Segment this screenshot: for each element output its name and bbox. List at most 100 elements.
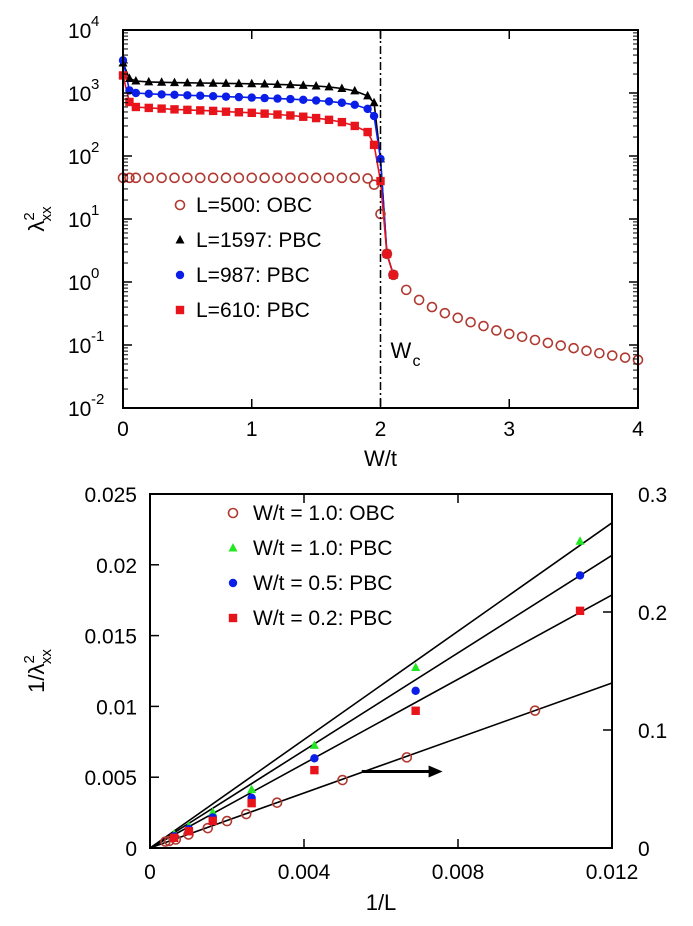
top-x-axis-label: W/t [364, 446, 397, 471]
bottom-x-tick-label: 0.008 [432, 861, 485, 884]
top-point-series-2 [131, 88, 141, 98]
bottom-point-series-3 [184, 827, 194, 836]
top-point-series-0 [182, 172, 193, 184]
top-point-series-2 [196, 91, 205, 100]
bottom-point-series-1 [411, 662, 421, 671]
top-point-series-1 [208, 78, 218, 87]
top-point-series-0 [619, 352, 631, 363]
top-x-tick-label: 4 [632, 418, 644, 441]
top-point-series-1 [324, 81, 334, 91]
top-point-series-3 [208, 106, 218, 116]
bottom-point-series-1 [575, 536, 585, 545]
top-point-series-1 [170, 77, 179, 87]
bottom-point-series-0 [337, 774, 348, 786]
top-point-series-0 [594, 347, 605, 359]
top-point-series-1 [221, 78, 231, 87]
top-y-tick-base: 10 [68, 83, 91, 106]
top-point-series-1 [285, 79, 295, 89]
critical-label-main: W [391, 338, 412, 363]
top-point-series-3 [337, 117, 347, 127]
right-axis-arrow [361, 765, 443, 778]
critical-label-sub: c [413, 353, 421, 370]
top-point-series-0 [362, 173, 373, 184]
top-point-series-0 [310, 172, 322, 184]
top-point-series-0 [220, 172, 232, 184]
top-point-series-0 [542, 337, 554, 349]
top-legend-swatch-3 [175, 305, 185, 315]
bottom-x-tick-label: 0 [144, 861, 156, 884]
bottom-y-tick-label: 0.01 [96, 696, 137, 719]
top-point-series-0 [143, 172, 155, 184]
top-y-tick-exponent: 4 [91, 13, 99, 30]
top-y-axis-label-text: λ2xx [21, 206, 55, 232]
bottom-point-series-1 [309, 740, 319, 749]
bottom-point-series-3 [411, 706, 420, 715]
top-point-series-0 [130, 172, 142, 184]
critical-label: W c [391, 338, 421, 370]
bottom-point-series-0 [529, 705, 541, 716]
bottom-legend-label-3: W/t = 0.2: PBC [253, 607, 392, 630]
top-point-series-0 [516, 331, 528, 343]
top-x-tick-label: 0 [117, 418, 129, 441]
bottom-point-series-0 [240, 808, 252, 820]
top-point-series-0 [259, 172, 270, 184]
top-y-tick-exponent: -1 [91, 328, 104, 345]
y-label-sub: xx [38, 206, 55, 222]
arrow-head [428, 765, 443, 778]
bottom-ticks: 0 0.004 0.008 0.01200.0050.010.0150.020.025… [84, 484, 667, 884]
bottom-data-marks [160, 536, 585, 847]
bottom-point-series-3 [247, 798, 256, 808]
top-point-series-3 [221, 107, 231, 116]
top-point-series-0 [194, 172, 206, 184]
top-point-series-0 [124, 172, 135, 184]
bottom-x-tick-label: 0.012 [586, 861, 639, 884]
bottom-fit-line-1 [149, 522, 613, 849]
top-y-tick-base: 10 [68, 209, 91, 232]
bottom-point-series-0 [221, 815, 233, 827]
top-y-tick-base: 10 [68, 146, 91, 169]
y-label-sub: xx [38, 649, 55, 665]
top-point-series-0 [606, 350, 618, 361]
top-point-series-3 [350, 121, 359, 131]
top-point-series-0 [272, 172, 283, 184]
bottom-fit-line-2 [149, 554, 613, 849]
top-y-tick-exponent: 3 [91, 76, 99, 93]
top-x-tick-label: 1 [246, 418, 258, 441]
top-y-tick-base: 10 [68, 272, 91, 295]
top-point-series-3 [125, 97, 134, 107]
bottom-x-axis-label: 1/L [366, 890, 397, 915]
bottom-point-series-3 [208, 816, 217, 826]
top-point-series-1 [273, 79, 282, 88]
top-legend-swatch-1 [175, 235, 185, 244]
top-y-tick-exponent: 1 [91, 202, 99, 219]
top-point-series-3 [286, 111, 295, 120]
top-x-tick-label: 3 [503, 418, 515, 441]
bottom-legend-label-2: W/t = 0.5: PBC [253, 572, 392, 595]
top-point-series-3 [260, 109, 269, 118]
top-point-series-1 [260, 78, 270, 88]
bottom-y-axis-label-text: 1/λ2xx [21, 649, 55, 693]
bottom-legend-label-0: W/t = 1.0: OBC [253, 502, 395, 525]
top-point-series-2 [157, 90, 166, 99]
top-point-series-3 [234, 108, 244, 117]
top-point-series-2 [299, 95, 308, 104]
top-point-series-1 [131, 76, 141, 85]
top-point-series-3 [196, 106, 205, 115]
top-point-series-2 [273, 94, 282, 103]
bottom-fit-lines [149, 522, 613, 849]
bottom-point-series-0 [401, 752, 413, 763]
top-legend: L=500: OBC L=1597: PBC L=987: PBC L=610: PB… [174, 194, 322, 322]
top-point-series-0 [478, 320, 489, 332]
top-legend-label-2: L=987: PBC [196, 264, 310, 287]
bottom-legend: W/t = 1.0: OBC W/t = 1.0: PBC W/t = 0.5: P… [227, 502, 395, 630]
top-point-series-2 [369, 111, 379, 121]
top-point-series-0 [233, 172, 245, 184]
top-point-series-2 [286, 94, 295, 104]
top-point-series-3 [144, 103, 153, 113]
bottom-point-series-3 [310, 765, 319, 775]
bottom-point-series-2 [411, 686, 420, 696]
bottom-legend-label-1: W/t = 1.0: PBC [253, 537, 392, 560]
top-point-series-2 [170, 90, 179, 100]
bottom-y-tick-label: 0 [125, 838, 137, 861]
